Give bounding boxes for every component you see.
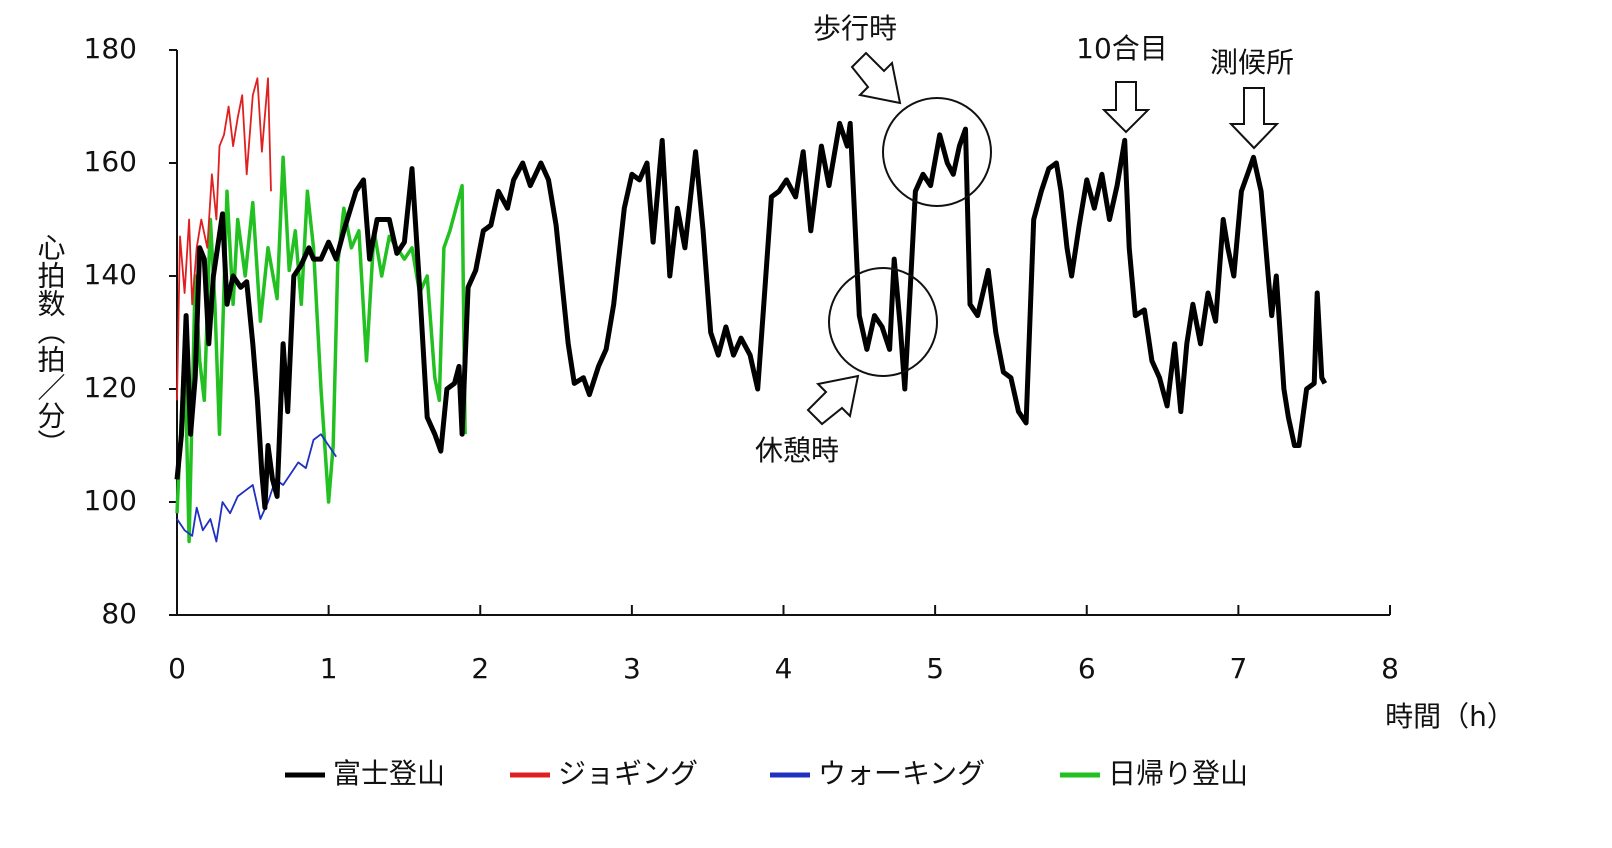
series-line — [174, 120, 1328, 511]
annotation: 休憩時 — [755, 434, 839, 467]
y-axis-label: 心拍数（拍／分） — [34, 233, 67, 457]
rest-circle — [828, 267, 938, 377]
y-tick-label: 140 — [84, 258, 137, 291]
x-tick-label: 5 — [926, 652, 944, 685]
x-tick-label: 7 — [1229, 652, 1247, 685]
y-tick-label: 80 — [101, 597, 137, 630]
y-tick-label: 180 — [84, 32, 137, 65]
x-tick-label: 3 — [623, 652, 641, 685]
x-tick-label: 1 — [320, 652, 338, 685]
annotation: 10合目 — [1076, 32, 1168, 65]
legend-label: ジョギング — [558, 757, 698, 790]
legend-label: 日帰り登山 — [1108, 757, 1248, 790]
x-tick-label: 8 — [1381, 652, 1399, 685]
annotation: 歩行時 — [813, 12, 897, 45]
station-arrow — [1228, 87, 1280, 150]
legend-label: ウォーキング — [818, 757, 985, 790]
series-line — [176, 433, 337, 543]
annotation: 測候所 — [1210, 46, 1294, 79]
x-tick-label: 4 — [775, 652, 793, 685]
y-tick-label: 100 — [84, 484, 137, 517]
y-tick-label: 160 — [84, 145, 137, 178]
walk-arrow — [850, 51, 902, 105]
summit-arrow — [1101, 81, 1151, 134]
series-line — [175, 155, 467, 544]
series-line — [176, 77, 272, 401]
x-tick-label: 0 — [168, 652, 186, 685]
walk-circle — [882, 97, 992, 207]
plot: 80 100 120 140 160 180 0 1 2 3 4 5 6 7 8 — [84, 32, 1399, 685]
legend-label: 富士登山 — [333, 757, 445, 790]
rest-arrow — [806, 374, 860, 426]
x-tick-label: 6 — [1078, 652, 1096, 685]
x-tick-label: 2 — [471, 652, 489, 685]
y-tick-label: 120 — [84, 371, 137, 404]
x-axis-label: 時間（h） — [1385, 700, 1515, 733]
